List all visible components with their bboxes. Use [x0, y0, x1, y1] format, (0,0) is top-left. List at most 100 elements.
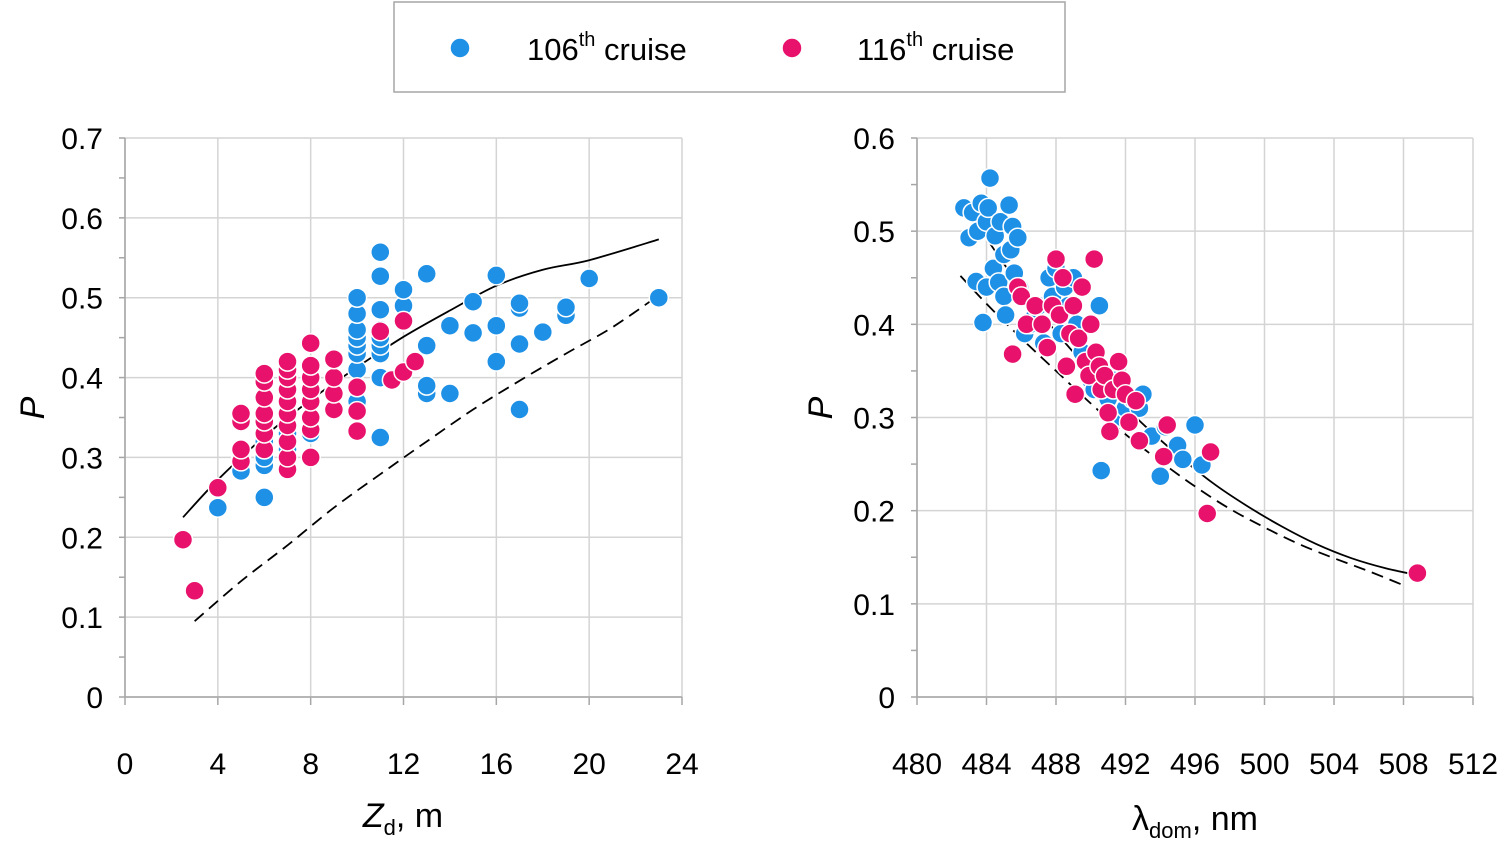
chart-lambda-point-106 — [1090, 460, 1112, 481]
chart-lambda-point-116 — [1129, 430, 1150, 452]
chart-zd-xlabel: Zd, m — [362, 797, 443, 840]
chart-lambda-ylabel: P — [802, 396, 840, 419]
chart-zd-point-106 — [509, 399, 530, 420]
chart-lambda-point-116 — [1056, 356, 1077, 377]
chart-zd: 0 4 8 12 16 20 24 0 0.1 0.2 0.3 0.4 0.5 0.6 0.7 P Zd, … — [14, 123, 699, 840]
chart-zd-grid — [119, 137, 683, 705]
chart-zd-point-106 — [648, 287, 670, 308]
chart-zd-fit-dashed — [194, 294, 660, 622]
chart-zd-points — [172, 241, 670, 602]
chart-zd-point-106 — [486, 315, 507, 336]
chart-zd-point-106 — [370, 265, 391, 287]
chart-lambda-point-106 — [995, 304, 1016, 326]
chart-lambda: 480 484 488 492 496 500 504 508 512 0 0.1 0.2 0.3 0.4… — [802, 123, 1498, 843]
chart-zd-point-106 — [462, 291, 484, 312]
chart-zd-point-106 — [370, 299, 391, 320]
chart-zd-xtick: 20 — [572, 748, 605, 781]
chart-lambda-point-106 — [977, 197, 999, 219]
chart-zd-ylabel: P — [14, 396, 52, 419]
chart-lambda-ticks: 480 484 488 492 496 500 504 508 512 0 0.1 0.2 0.3 0.4… — [853, 123, 1498, 781]
chart-lambda-xtick: 500 — [1239, 748, 1289, 781]
chart-zd-xtick: 0 — [117, 748, 134, 781]
chart-zd-xtick: 24 — [665, 748, 698, 781]
chart-lambda-point-116 — [1153, 446, 1174, 467]
chart-zd-xtick: 16 — [480, 748, 513, 781]
chart-lambda-point-116 — [1097, 402, 1119, 424]
chart-zd-point-106 — [416, 335, 437, 356]
chart-zd-point-106 — [439, 315, 461, 336]
chart-zd-point-106 — [254, 487, 275, 508]
chart-zd-xtick: 8 — [302, 748, 319, 781]
chart-lambda-xtick: 492 — [1100, 748, 1150, 781]
chart-zd-point-116 — [346, 420, 368, 442]
chart-lambda-point-106 — [1172, 449, 1194, 470]
chart-lambda-point-116 — [1064, 383, 1086, 405]
chart-zd-point-106 — [532, 321, 554, 343]
chart-lambda-point-116 — [1052, 267, 1074, 289]
chart-zd-point-116 — [346, 400, 368, 422]
chart-lambda-xlabel: λdom, nm — [1132, 800, 1258, 843]
chart-lambda-xtick: 504 — [1309, 748, 1359, 781]
chart-zd-point-116 — [254, 363, 275, 384]
chart-lambda-xtick: 480 — [892, 748, 942, 781]
chart-zd-point-116 — [323, 367, 345, 388]
chart-zd-point-106 — [578, 268, 600, 289]
chart-zd-ytick: 0.4 — [61, 363, 103, 396]
chart-zd-ytick: 0 — [86, 682, 103, 715]
chart-lambda-point-116 — [1118, 411, 1140, 433]
chart-lambda-point-116 — [1196, 503, 1218, 524]
chart-zd-ytick: 0.1 — [61, 602, 103, 635]
chart-lambda-points — [953, 167, 1428, 584]
chart-zd-point-106 — [416, 263, 437, 285]
chart-zd-xtick: 4 — [209, 748, 226, 781]
chart-zd-point-116 — [393, 310, 414, 332]
chart-lambda-point-116 — [1099, 421, 1121, 442]
chart-lambda-point-116 — [1407, 562, 1428, 584]
chart-lambda-point-106 — [979, 167, 1001, 189]
chart-zd-point-106 — [486, 265, 507, 286]
chart-zd-point-106 — [439, 383, 461, 404]
chart-zd-ytick: 0.3 — [61, 442, 103, 475]
chart-zd-point-116 — [230, 403, 252, 424]
chart-lambda-point-116 — [1200, 441, 1221, 463]
chart-lambda-ytick: 0.5 — [853, 216, 895, 249]
chart-lambda-xtick: 512 — [1448, 748, 1498, 781]
chart-zd-point-116 — [184, 580, 205, 602]
chart-lambda-xtick: 488 — [1031, 748, 1081, 781]
chart-zd-point-106 — [486, 351, 507, 372]
chart-lambda-point-116 — [1125, 390, 1147, 411]
chart-zd-point-106 — [509, 333, 530, 355]
chart-lambda-ytick: 0.3 — [853, 403, 895, 436]
chart-lambda-point-116 — [1002, 343, 1023, 365]
chart-lambda-point-106 — [1007, 227, 1029, 248]
chart-lambda-point-116 — [1024, 295, 1046, 316]
chart-lambda-ytick: 0.4 — [853, 309, 895, 342]
chart-lambda-point-116 — [1031, 314, 1053, 335]
chart-zd-point-106 — [555, 297, 577, 318]
chart-zd-point-116 — [346, 376, 368, 398]
chart-lambda-xtick: 484 — [961, 748, 1011, 781]
chart-lambda-point-116 — [1063, 295, 1084, 316]
chart-zd-point-116 — [300, 447, 321, 468]
chart-lambda-ytick: 0.6 — [853, 123, 895, 156]
chart-zd-point-106 — [370, 427, 391, 448]
chart-zd-point-116 — [370, 321, 391, 342]
chart-zd-ytick: 0.7 — [61, 123, 103, 156]
chart-lambda-ytick: 0.1 — [853, 589, 895, 622]
chart-lambda-point-116 — [1083, 248, 1105, 270]
legend-label-106: 106th cruise — [527, 29, 687, 67]
chart-lambda-ytick: 0 — [878, 682, 895, 715]
chart-lambda-grid — [911, 137, 1474, 705]
chart-lambda-ytick: 0.2 — [853, 496, 895, 529]
chart-zd-point-106 — [207, 497, 229, 518]
legend-label-116: 116th cruise — [857, 29, 1014, 67]
chart-lambda-point-116 — [1068, 328, 1089, 349]
chart-zd-ytick: 0.6 — [61, 203, 103, 236]
legend-box — [393, 1, 1066, 93]
chart-zd-point-106 — [346, 287, 368, 308]
chart-zd-point-116 — [230, 439, 252, 460]
chart-zd-point-116 — [207, 477, 229, 499]
legend: 106th cruise 116th cruise — [393, 1, 1066, 93]
chart-lambda-point-116 — [1156, 414, 1178, 436]
